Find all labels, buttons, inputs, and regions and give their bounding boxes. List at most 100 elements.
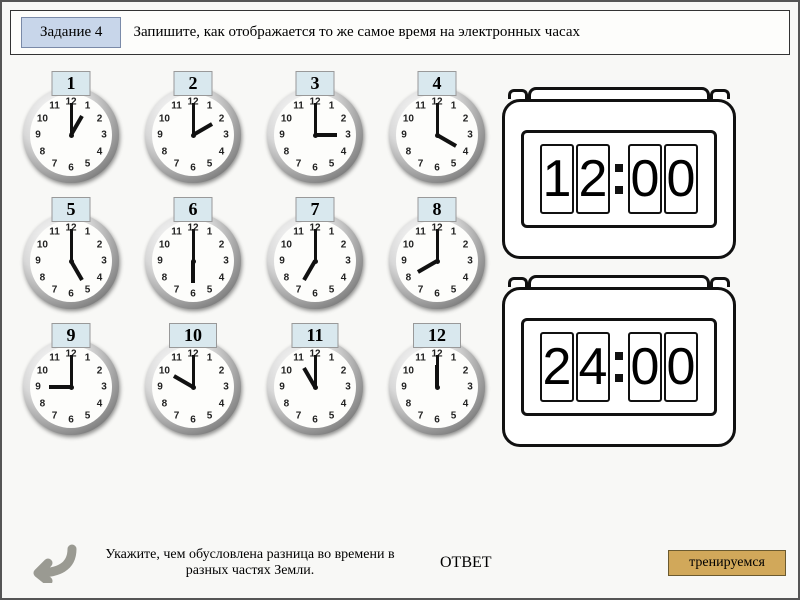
clock-numeral: 5: [451, 284, 457, 295]
clock-cell: 11121234567891011: [260, 325, 370, 447]
digital-clocks-column: AM PM 1 2 0 0 AM PM 2 4 0 0: [502, 73, 736, 447]
answer-label[interactable]: ОТВЕТ: [440, 554, 492, 572]
worksheet-page: Задание 4 Запишите, как отображается то …: [0, 0, 800, 600]
clock-center-dot: [313, 259, 318, 264]
clock-numeral: 11: [293, 101, 304, 112]
analog-clock: 121234567891011: [145, 87, 241, 183]
clock-center-dot: [69, 259, 74, 264]
digit: 1: [540, 144, 574, 214]
clock-center-dot: [313, 385, 318, 390]
clock-numeral: 4: [97, 398, 103, 409]
clock-cell: 6121234567891011: [138, 199, 248, 321]
clock-cell: 5121234567891011: [16, 199, 126, 321]
clock-label[interactable]: 10: [169, 323, 217, 348]
hour-hand: [435, 365, 439, 387]
clock-numeral: 5: [451, 158, 457, 169]
clock-numeral: 3: [467, 256, 473, 267]
clock-numeral: 10: [403, 365, 414, 376]
clock-label[interactable]: 8: [418, 197, 457, 222]
clock-numeral: 7: [418, 410, 424, 421]
analog-clock: 121234567891011: [23, 339, 119, 435]
digit: 4: [576, 332, 610, 402]
footer: Укажите, чем обусловлена разница во врем…: [14, 537, 786, 588]
clock-numeral: 11: [293, 227, 304, 238]
clock-numeral: 3: [101, 130, 107, 141]
clock-numeral: 6: [434, 289, 440, 300]
practice-button[interactable]: тренируемся: [668, 550, 786, 576]
clock-numeral: 3: [223, 130, 229, 141]
clock-label[interactable]: 5: [52, 197, 91, 222]
clock-numeral: 10: [37, 239, 48, 250]
clock-numeral: 4: [97, 146, 103, 157]
header: Задание 4 Запишите, как отображается то …: [10, 10, 790, 55]
clock-label[interactable]: 3: [296, 71, 335, 96]
clock-numeral: 5: [207, 158, 213, 169]
clock-center-dot: [69, 133, 74, 138]
clock-numeral: 5: [207, 410, 213, 421]
clock-numeral: 11: [171, 353, 182, 364]
analog-clock: 121234567891011: [145, 213, 241, 309]
clock-numeral: 10: [159, 113, 170, 124]
digit: 0: [664, 332, 698, 402]
clock-numeral: 9: [157, 382, 163, 393]
clock-numeral: 7: [174, 410, 180, 421]
minute-hand: [70, 355, 73, 387]
clock-numeral: 5: [451, 410, 457, 421]
clock-numeral: 2: [219, 113, 225, 124]
clock-numeral: 11: [49, 353, 60, 364]
clock-numeral: 8: [40, 398, 46, 409]
clock-numeral: 7: [174, 284, 180, 295]
minute-hand: [436, 229, 439, 261]
clock-label[interactable]: 1: [52, 71, 91, 96]
clock-label[interactable]: 4: [418, 71, 457, 96]
task-badge: Задание 4: [21, 17, 121, 48]
clock-numeral: 8: [406, 272, 412, 283]
clock-label[interactable]: 12: [413, 323, 461, 348]
clock-numeral: 8: [406, 398, 412, 409]
colon-icon: [612, 352, 626, 382]
digital-display: 1 2 0 0: [521, 130, 717, 228]
clock-numeral: 1: [451, 101, 457, 112]
clock-label[interactable]: 11: [291, 323, 338, 348]
clock-numeral: 5: [329, 410, 335, 421]
clock-center-dot: [191, 259, 196, 264]
clock-cell: 10121234567891011: [138, 325, 248, 447]
clock-numeral: 6: [312, 289, 318, 300]
clock-numeral: 8: [284, 398, 290, 409]
clock-numeral: 9: [279, 130, 285, 141]
clock-numeral: 2: [219, 239, 225, 250]
clock-numeral: 5: [329, 158, 335, 169]
clock-numeral: 3: [467, 382, 473, 393]
digit: 0: [664, 144, 698, 214]
clock-numeral: 11: [415, 353, 426, 364]
clock-numeral: 5: [207, 284, 213, 295]
clock-numeral: 10: [403, 239, 414, 250]
clock-cell: 8121234567891011: [382, 199, 492, 321]
minute-hand: [436, 103, 439, 135]
clock-label[interactable]: 2: [174, 71, 213, 96]
clock-label[interactable]: 7: [296, 197, 335, 222]
clock-numeral: 8: [40, 146, 46, 157]
clock-cell: 3121234567891011: [260, 73, 370, 195]
clock-numeral: 11: [171, 227, 182, 238]
footer-hint: Укажите, чем обусловлена разница во врем…: [100, 547, 400, 579]
clock-numeral: 6: [190, 415, 196, 426]
clock-numeral: 2: [97, 239, 103, 250]
clock-numeral: 8: [162, 272, 168, 283]
clock-numeral: 9: [35, 130, 41, 141]
hour-hand: [315, 133, 337, 137]
digital-clock-body: AM PM 2 4 0 0: [502, 287, 736, 447]
clock-numeral: 4: [341, 398, 347, 409]
clock-numeral: 11: [171, 101, 182, 112]
clock-numeral: 1: [329, 101, 335, 112]
clock-label[interactable]: 6: [174, 197, 213, 222]
back-arrow-icon[interactable]: [14, 537, 80, 588]
digit: 0: [628, 144, 662, 214]
clock-numeral: 4: [463, 146, 469, 157]
clock-cell: 7121234567891011: [260, 199, 370, 321]
clock-numeral: 5: [329, 284, 335, 295]
analog-clock: 121234567891011: [267, 87, 363, 183]
clock-numeral: 1: [207, 353, 213, 364]
analog-clock: 121234567891011: [23, 87, 119, 183]
clock-label[interactable]: 9: [52, 323, 91, 348]
